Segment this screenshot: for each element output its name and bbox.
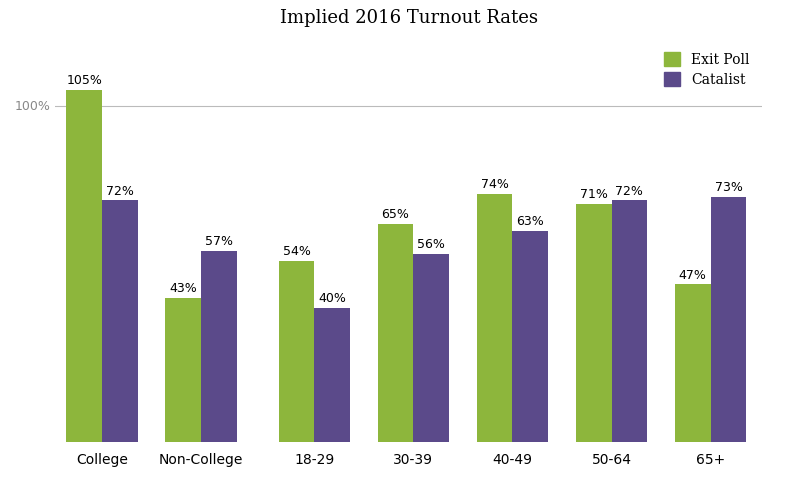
Text: 65%: 65% <box>381 208 410 221</box>
Bar <box>165 298 201 442</box>
Text: 43%: 43% <box>170 282 197 295</box>
Text: 100%: 100% <box>14 100 50 113</box>
Legend: Exit Poll, Catalist: Exit Poll, Catalist <box>658 46 755 92</box>
Text: 54%: 54% <box>282 245 310 258</box>
Bar <box>66 89 102 442</box>
Bar <box>278 261 314 442</box>
Bar <box>674 284 711 442</box>
Bar <box>476 193 512 442</box>
Text: 72%: 72% <box>106 185 134 198</box>
Text: 40%: 40% <box>318 292 347 305</box>
Text: 56%: 56% <box>417 238 446 251</box>
Title: Implied 2016 Turnout Rates: Implied 2016 Turnout Rates <box>280 9 538 27</box>
Bar <box>612 200 648 442</box>
Text: 63%: 63% <box>516 215 544 228</box>
Text: 72%: 72% <box>615 185 644 198</box>
Bar <box>413 254 450 442</box>
Text: 57%: 57% <box>205 235 233 248</box>
Bar <box>102 200 138 442</box>
Bar <box>711 197 747 442</box>
Bar <box>377 224 413 442</box>
Bar <box>314 308 351 442</box>
Bar <box>575 204 612 442</box>
Bar <box>201 250 237 442</box>
Text: 47%: 47% <box>678 269 707 281</box>
Text: 74%: 74% <box>480 178 509 191</box>
Bar <box>512 231 549 442</box>
Text: 73%: 73% <box>714 181 743 194</box>
Text: 71%: 71% <box>579 188 608 201</box>
Text: 105%: 105% <box>66 74 102 87</box>
